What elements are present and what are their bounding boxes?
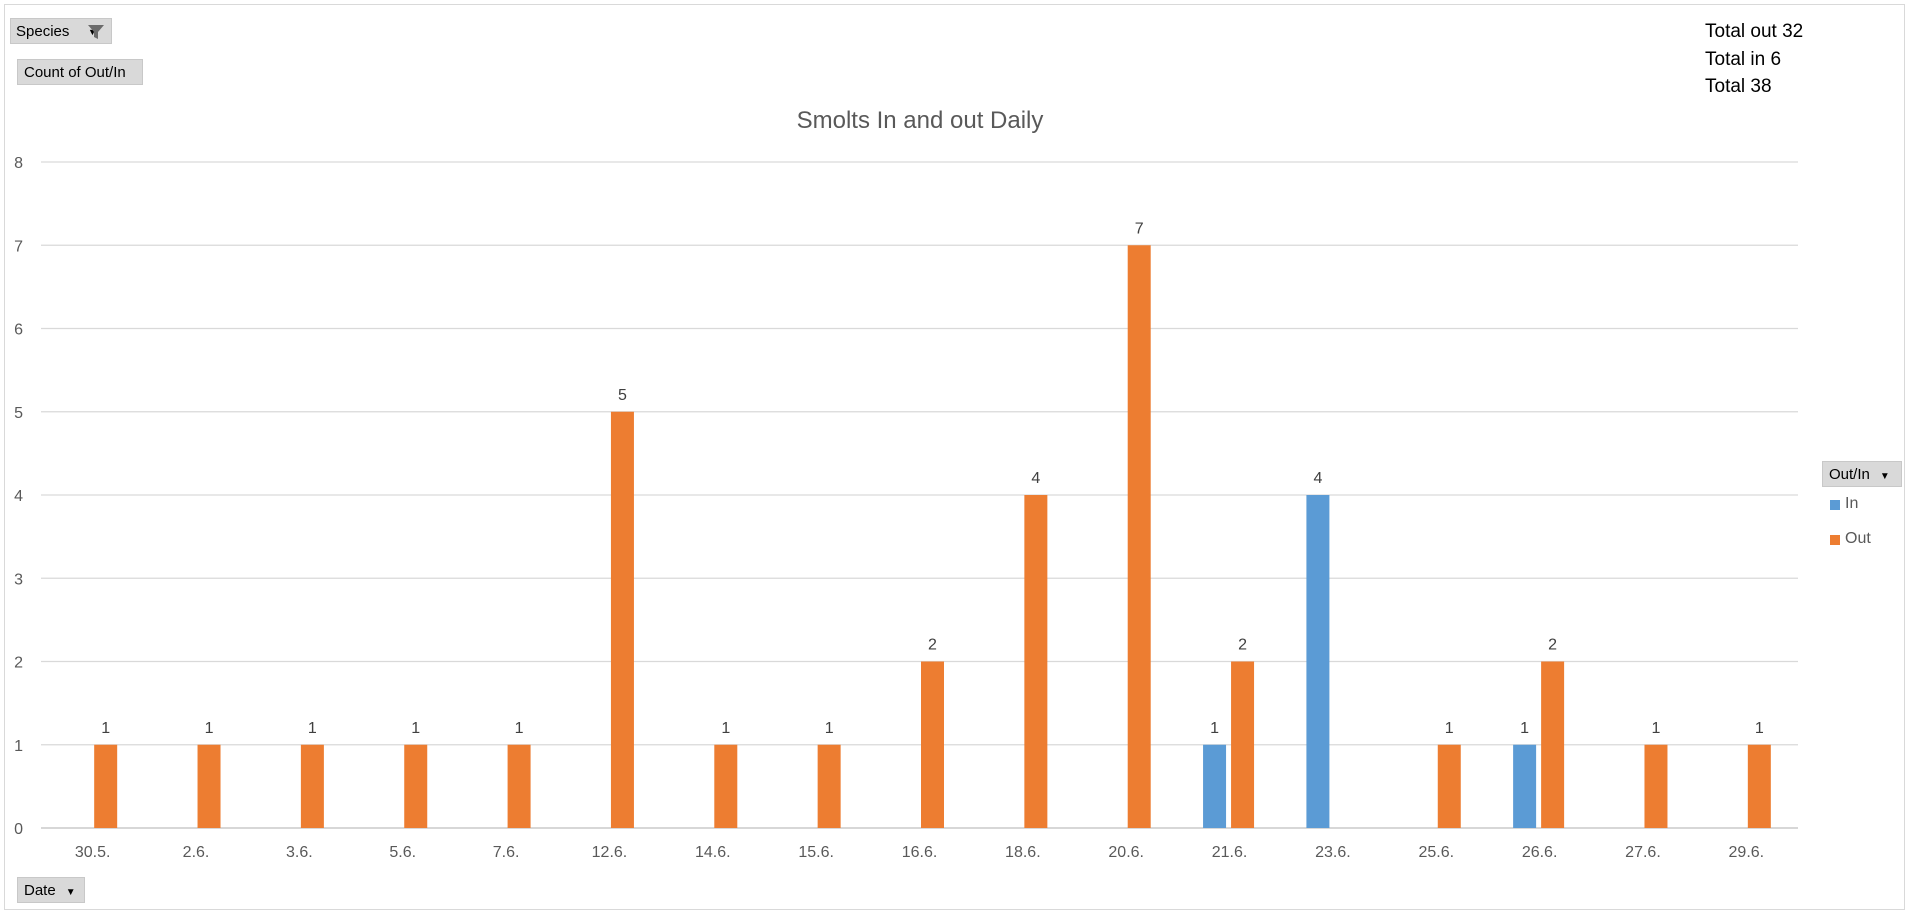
- data-label-out: 1: [205, 720, 214, 737]
- chart-title: Smolts In and out Daily: [796, 107, 1044, 134]
- total-out-text: Total out 32: [1705, 21, 1804, 42]
- data-label-out: 1: [515, 720, 524, 737]
- total-text: Total 38: [1705, 76, 1772, 97]
- bar-out: [300, 744, 324, 828]
- y-tick-label: 4: [14, 488, 23, 505]
- x-tick-label: 26.6.: [1522, 844, 1558, 861]
- bar-out: [404, 744, 428, 828]
- bar-out: [610, 411, 634, 828]
- total-in-text: Total in 6: [1705, 48, 1782, 70]
- bar-out: [714, 744, 738, 828]
- species-filter-button[interactable]: Species ▼: [10, 18, 112, 44]
- bar-out: [921, 661, 944, 828]
- y-tick-label: 0: [14, 821, 23, 838]
- bar-in: [1203, 744, 1227, 828]
- x-tick-label: 18.6.: [1005, 844, 1041, 861]
- chart-frame: [4, 4, 1905, 910]
- y-tick-label: 6: [14, 322, 23, 339]
- bar-out: [94, 744, 118, 828]
- data-label-out: 7: [1135, 220, 1144, 237]
- data-label-out: 1: [825, 720, 834, 737]
- dropdown-arrow-icon: ▼: [1879, 471, 1890, 482]
- data-label-out: 1: [1445, 720, 1454, 737]
- bar-out: [1747, 744, 1771, 828]
- bar-out: [1127, 245, 1151, 828]
- species-filter-label: Species: [16, 23, 70, 40]
- dropdown-arrow-icon: ▼: [88, 27, 97, 37]
- bar-out: [197, 744, 221, 828]
- bar-in: [1306, 495, 1330, 828]
- legend-label: Out: [1845, 530, 1871, 547]
- bar-out: [507, 744, 531, 828]
- x-tick-label: 25.6.: [1418, 844, 1454, 861]
- totals-box: Total out 32 Total in 6 Total 38: [1705, 18, 1803, 101]
- bar-in: [1513, 744, 1537, 828]
- legend-swatch: [1830, 500, 1840, 510]
- bar-out: [1644, 744, 1668, 828]
- filter-funnel-icon: [88, 25, 104, 39]
- x-tick-label: 15.6.: [798, 844, 834, 861]
- data-label-in: 1: [1210, 720, 1219, 737]
- legend-field-button[interactable]: Out/In ▼: [1822, 461, 1902, 487]
- data-label-out: 1: [308, 720, 317, 737]
- legend-label: In: [1845, 495, 1859, 512]
- y-tick-label: 2: [14, 655, 23, 672]
- data-label-out: 1: [101, 720, 110, 737]
- bar-out: [1541, 661, 1565, 828]
- bar-out: [1231, 661, 1255, 828]
- value-field-button[interactable]: Count of Out/In: [17, 59, 143, 85]
- value-field-label: Count of Out/In: [24, 64, 126, 81]
- x-tick-label: 30.5.: [75, 844, 111, 861]
- date-axis-field-button[interactable]: Date ▼: [17, 877, 85, 903]
- x-tick-label: 27.6.: [1625, 844, 1661, 861]
- y-tick-label: 3: [14, 571, 23, 588]
- y-tick-label: 1: [14, 738, 23, 755]
- x-tick-label: 14.6.: [695, 844, 731, 861]
- legend-swatch: [1830, 535, 1840, 545]
- x-tick-label: 5.6.: [389, 844, 416, 861]
- data-label-out: 2: [1238, 637, 1247, 654]
- x-tick-label: 23.6.: [1315, 844, 1351, 861]
- x-tick-label: 7.6.: [493, 844, 520, 861]
- outin-field-label: Out/In: [1829, 466, 1870, 483]
- x-tick-label: 16.6.: [902, 844, 938, 861]
- x-tick-label: 20.6.: [1108, 844, 1144, 861]
- x-tick-label: 3.6.: [286, 844, 313, 861]
- x-tick-label: 12.6.: [592, 844, 628, 861]
- y-tick-label: 5: [14, 405, 23, 422]
- x-tick-label: 21.6.: [1212, 844, 1248, 861]
- data-label-out: 1: [1755, 720, 1764, 737]
- data-label-in: 1: [1520, 720, 1529, 737]
- y-tick-label: 7: [14, 238, 23, 255]
- x-tick-label: 2.6.: [183, 844, 210, 861]
- data-label-out: 2: [928, 637, 937, 654]
- data-label-out: 4: [1031, 470, 1040, 487]
- data-label-out: 1: [411, 720, 420, 737]
- y-tick-label: 8: [14, 155, 23, 172]
- data-label-out: 1: [721, 720, 730, 737]
- data-label-out: 1: [1652, 720, 1661, 737]
- dropdown-arrow-icon: ▼: [65, 887, 76, 898]
- bar-out: [1437, 744, 1461, 828]
- date-field-label: Date: [24, 882, 56, 899]
- data-label-in: 4: [1313, 470, 1322, 487]
- data-label-out: 2: [1548, 637, 1557, 654]
- bar-out: [1024, 495, 1048, 828]
- bar-out: [817, 744, 841, 828]
- x-tick-label: 29.6.: [1729, 844, 1765, 861]
- data-label-out: 5: [618, 387, 627, 404]
